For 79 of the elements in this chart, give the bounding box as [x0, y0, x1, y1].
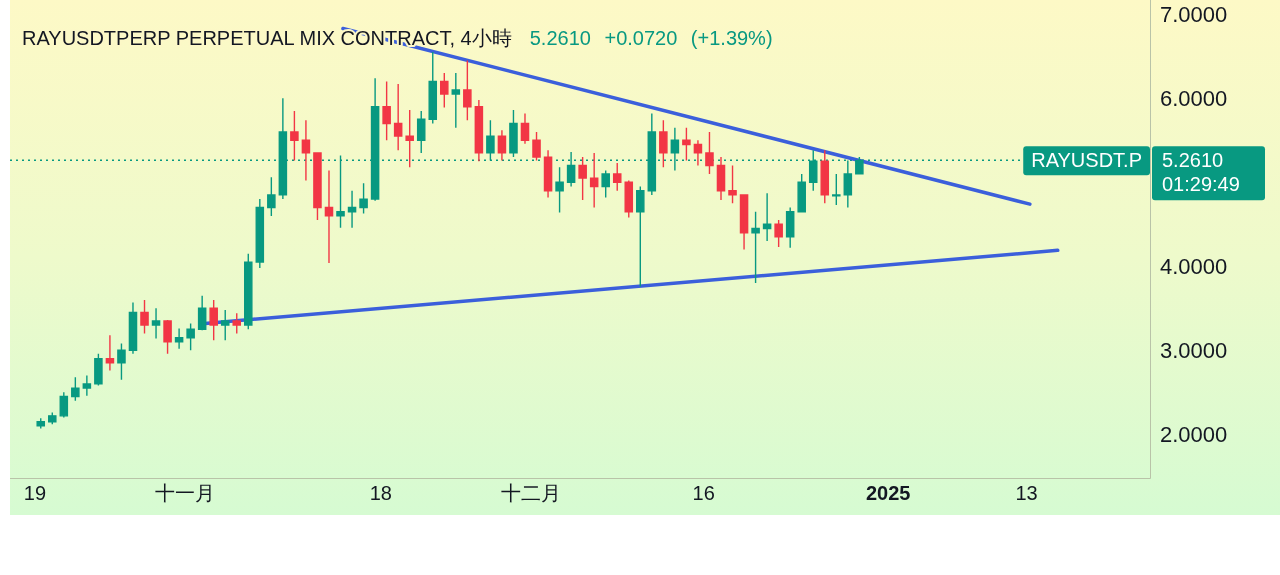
y-tick-label: 6.0000 [1160, 86, 1228, 112]
x-tick-label: 十二月 [500, 482, 561, 504]
candlestick [693, 139, 703, 167]
x-tick-label: 13 [1015, 482, 1038, 504]
candlestick [301, 119, 311, 182]
candlestick [728, 164, 737, 204]
y-tick-label: 3.0000 [1160, 338, 1228, 364]
candlestick [220, 309, 230, 341]
candlestick [416, 110, 426, 154]
candlestick [359, 182, 368, 215]
candlestick [163, 319, 172, 355]
candlestick [244, 253, 253, 331]
candlestick [624, 179, 634, 219]
candlestick [705, 131, 714, 175]
candlestick [105, 334, 115, 372]
candlestick [659, 119, 668, 168]
candlestick [555, 166, 564, 214]
candlestick [463, 59, 472, 121]
candlestick [59, 391, 69, 419]
candlestick [474, 99, 484, 162]
candlestick [578, 156, 587, 201]
y-tick-label: 4.0000 [1160, 254, 1228, 280]
candlestick [820, 149, 830, 204]
candlestick [313, 152, 322, 221]
y-tick-label: 7.0000 [1160, 2, 1228, 28]
candlestick [601, 169, 610, 199]
x-tick-label: 十一月 [154, 482, 215, 504]
candlestick [762, 192, 772, 242]
text: 5.2610 +0.0720 (+1.39%) [529, 27, 773, 49]
candlestick [186, 322, 195, 352]
candlestick [405, 109, 414, 168]
candlestick [682, 126, 691, 162]
candlestick [716, 156, 726, 201]
text: 01:29:49 [1162, 173, 1240, 196]
candlestick [151, 307, 161, 340]
candlestick [267, 176, 276, 217]
candlestick [612, 162, 622, 192]
x-tick-label: 2025 [865, 482, 911, 504]
candlestick [832, 173, 841, 206]
candlestick [589, 152, 599, 209]
candlestick [797, 173, 806, 213]
candlestick [751, 211, 760, 284]
candlestick [785, 206, 795, 249]
candlestick [428, 51, 438, 125]
candlestick [140, 299, 149, 335]
candlestick [451, 72, 461, 129]
candlestick [197, 295, 207, 331]
candlestick [324, 169, 334, 264]
x-tick-label: 19 [23, 482, 47, 504]
candlestick [209, 299, 218, 341]
candlestick [174, 327, 184, 350]
candlestick [71, 376, 80, 402]
candlestick [497, 129, 507, 162]
candlestick [82, 374, 92, 397]
candlestick [855, 156, 864, 175]
candlestick [290, 110, 299, 162]
candlestick [532, 131, 541, 162]
candlestick [255, 198, 265, 269]
candlestick [520, 112, 530, 145]
ref-line-label: RAYUSDT.P [1031, 149, 1142, 172]
candlestick [232, 312, 242, 335]
candlestick [94, 352, 103, 387]
candlestick [382, 80, 391, 141]
candlestick [117, 342, 126, 381]
candlestick [509, 109, 518, 158]
candlestick [636, 185, 645, 288]
candlestick [48, 411, 57, 425]
candlestick [347, 190, 357, 229]
candlestick [543, 149, 553, 199]
candlestick [36, 417, 46, 430]
y-tick-label: 2.0000 [1160, 422, 1228, 448]
candlestick [774, 219, 783, 248]
candlestick [393, 83, 403, 152]
candlestick [128, 301, 138, 355]
x-tick-label: 16 [692, 482, 715, 504]
candlestick [440, 72, 449, 109]
x-tick-label: 18 [369, 482, 392, 504]
text: 5.2610 [1162, 149, 1224, 172]
candlestick [739, 194, 749, 251]
